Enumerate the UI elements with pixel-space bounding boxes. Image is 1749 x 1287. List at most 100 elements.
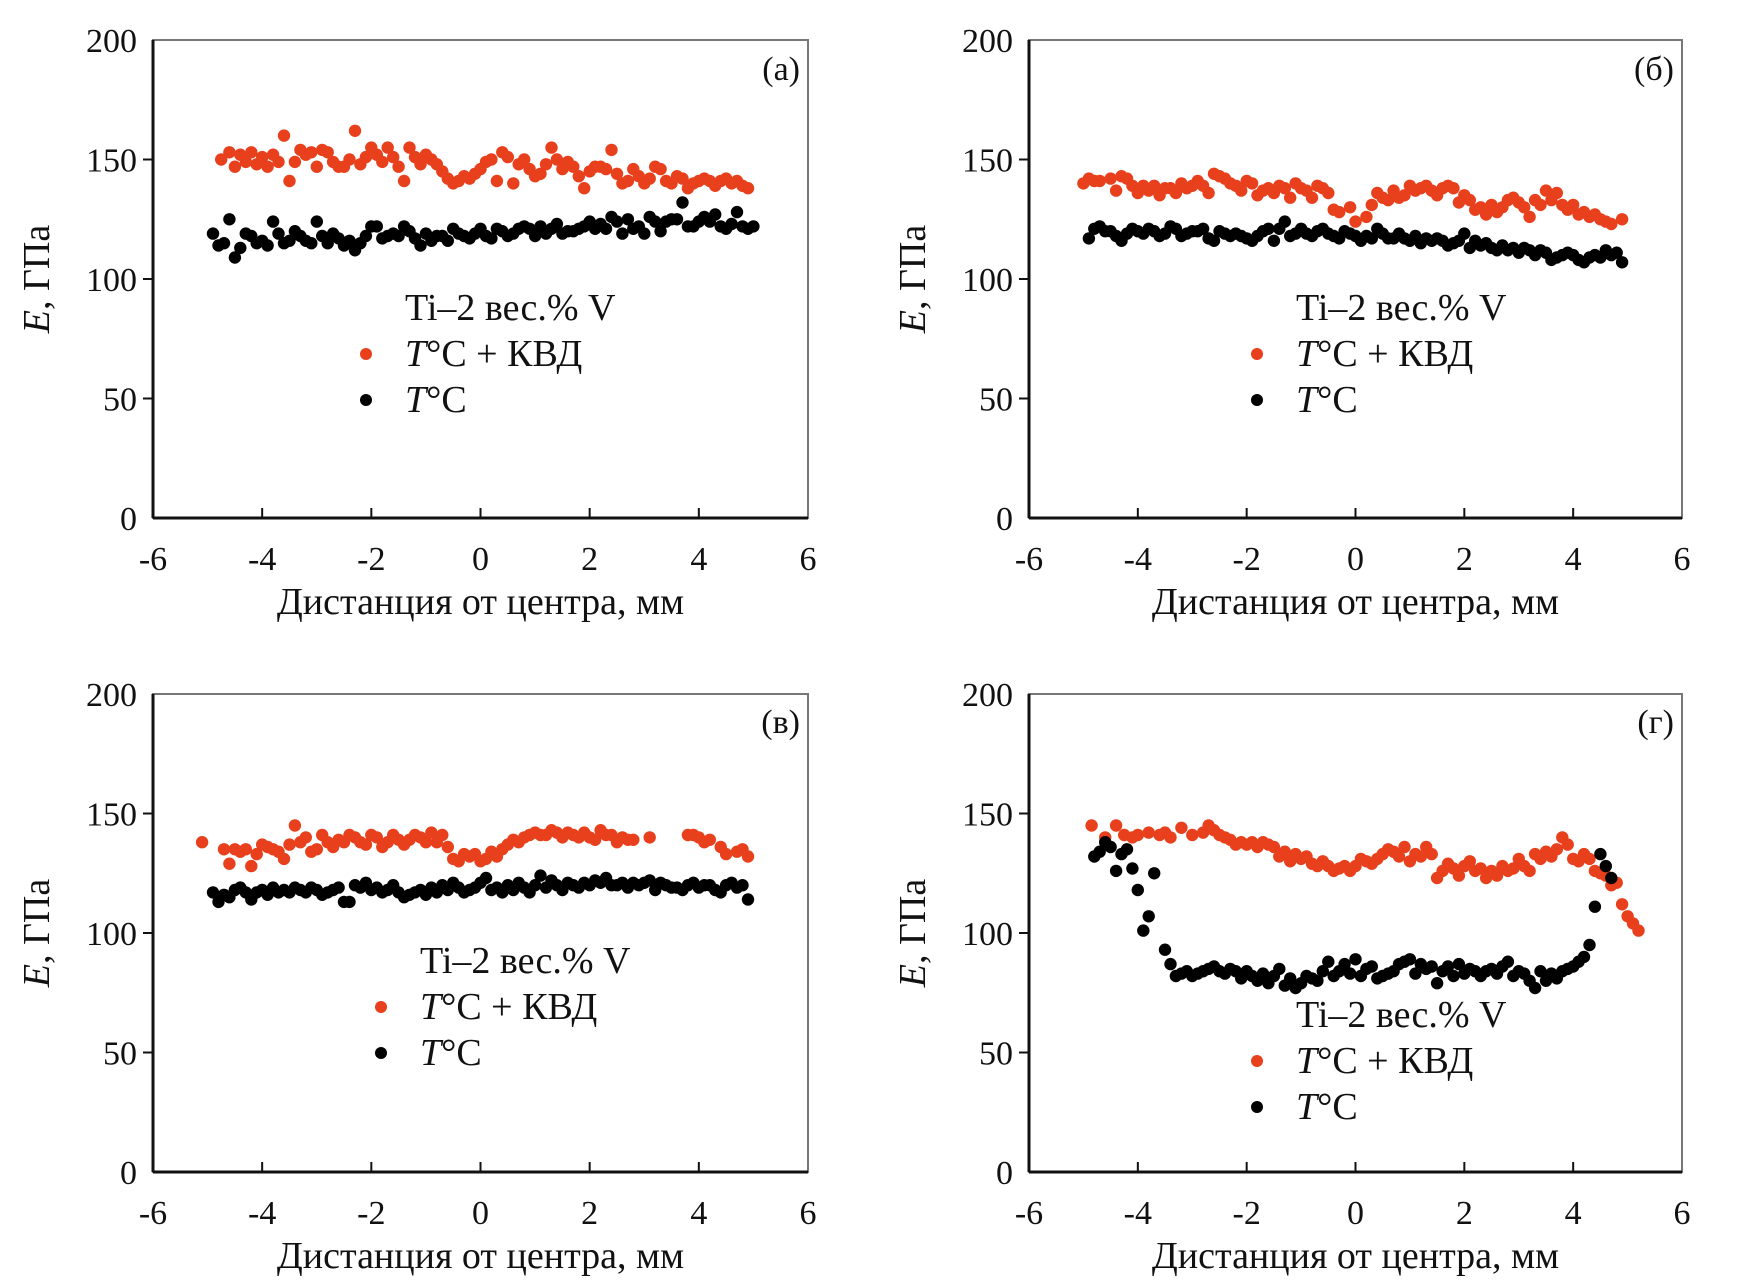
x-tick-label: -2 [1233, 1195, 1261, 1232]
data-point-heat [1365, 232, 1379, 245]
data-point-hpt [359, 838, 373, 851]
legend-symbol: T [405, 379, 429, 421]
data-point-heat [1273, 962, 1286, 976]
data-point-hpt [245, 146, 258, 159]
data-point-hpt [1131, 828, 1145, 842]
data-point-hpt [250, 847, 263, 861]
data-point-hpt [550, 153, 564, 166]
data-point-heat [1148, 867, 1161, 880]
x-tick-label: 6 [1674, 541, 1691, 578]
data-point-hpt [1333, 205, 1346, 219]
data-point-heat [1120, 843, 1134, 856]
data-point-hpt [599, 162, 613, 176]
data-point-heat [305, 237, 318, 250]
legend-marker [1251, 348, 1263, 360]
data-point-heat [709, 208, 722, 221]
data-point-heat [217, 237, 231, 250]
legend-label: °C [441, 1032, 482, 1074]
data-point-hpt [1615, 898, 1629, 911]
data-point-hpt [310, 160, 323, 173]
data-point-hpt [261, 160, 274, 173]
y-tick-label: 0 [120, 1155, 137, 1192]
data-point-hpt [567, 160, 580, 173]
data-point-hpt [534, 167, 547, 180]
data-point-hpt [343, 153, 356, 166]
data-point-heat [654, 225, 667, 238]
data-point-heat [206, 227, 220, 240]
data-point-hpt [397, 174, 411, 188]
x-tick-label: -4 [248, 541, 276, 578]
data-point-hpt [1109, 184, 1123, 197]
y-axis-title-symbol: E [16, 964, 58, 988]
series-heat-treated [206, 196, 760, 264]
data-point-hpt [1452, 869, 1466, 882]
data-point-heat [1501, 955, 1515, 968]
data-point-heat [670, 213, 684, 226]
legend-entry-heat: T°C [405, 379, 467, 421]
data-point-heat [441, 234, 454, 247]
data-point-heat [1343, 967, 1357, 980]
y-tick-label: 200 [962, 677, 1013, 714]
data-point-heat [1093, 845, 1106, 858]
y-tick-label: 0 [996, 1155, 1013, 1192]
data-point-heat [1284, 972, 1297, 985]
data-point-heat [1311, 974, 1324, 987]
data-point-heat [638, 227, 651, 240]
x-tick-label: -2 [357, 1195, 385, 1232]
data-point-heat [1158, 943, 1172, 956]
data-point-hpt [588, 833, 602, 846]
data-point-heat [1577, 950, 1591, 964]
data-point-heat [534, 869, 547, 882]
series-hpt [195, 819, 755, 873]
data-point-hpt [1567, 198, 1580, 212]
data-point-hpt [1615, 213, 1629, 226]
data-point-hpt [223, 857, 236, 870]
data-point-hpt [1186, 828, 1199, 842]
data-point-hpt [1479, 208, 1493, 221]
y-tick-label: 100 [962, 916, 1013, 953]
data-point-heat [1588, 900, 1602, 913]
chart-panel-1: 0 50 100 150 200 -6 -4 -2 0 2 4 6 Дистанция от центр… [16, 23, 817, 623]
data-point-heat [392, 229, 405, 243]
data-point-heat [1104, 840, 1117, 854]
data-point-heat [599, 222, 613, 235]
data-point-hpt [310, 843, 323, 856]
y-tick-label: 100 [962, 262, 1013, 299]
data-point-hpt [223, 146, 236, 159]
data-point-hpt [381, 141, 394, 154]
plot-frame [152, 693, 809, 1173]
data-point-heat [1349, 953, 1362, 966]
x-tick-label: -6 [139, 541, 167, 578]
x-tick-label: 2 [1456, 1195, 1473, 1232]
data-point-heat [649, 215, 662, 228]
legend-entry-hpt: T°C + КВД [420, 986, 597, 1028]
data-point-hpt [1349, 215, 1362, 228]
x-tick-label: -4 [1124, 1195, 1152, 1232]
data-point-hpt [392, 160, 405, 173]
data-point-hpt [1463, 193, 1477, 207]
data-point-heat [528, 229, 542, 243]
legend-marker [360, 394, 372, 406]
data-point-heat [725, 217, 738, 231]
data-point-heat [1207, 234, 1221, 247]
data-point-hpt [1093, 174, 1106, 188]
y-tick-label: 150 [86, 797, 137, 834]
legend-entry-hpt: T°C + КВД [405, 333, 582, 375]
data-point-hpt [403, 141, 416, 154]
data-point-hpt [441, 840, 454, 854]
data-point-heat [485, 232, 498, 245]
data-point-hpt [1539, 184, 1553, 197]
x-tick-label: 0 [1347, 1195, 1364, 1232]
legend-label: °C + КВД [426, 333, 582, 375]
y-tick-label: 150 [962, 143, 1013, 180]
y-tick-label: 50 [103, 382, 137, 419]
data-point-hpt [1164, 831, 1177, 844]
plot-frame [152, 39, 809, 519]
x-tick-label: 6 [800, 541, 817, 578]
legend-entry-heat: T°C [1296, 1086, 1358, 1128]
x-tick-label: -4 [248, 1195, 276, 1232]
data-point-heat [621, 213, 635, 226]
data-point-hpt [1169, 186, 1183, 200]
